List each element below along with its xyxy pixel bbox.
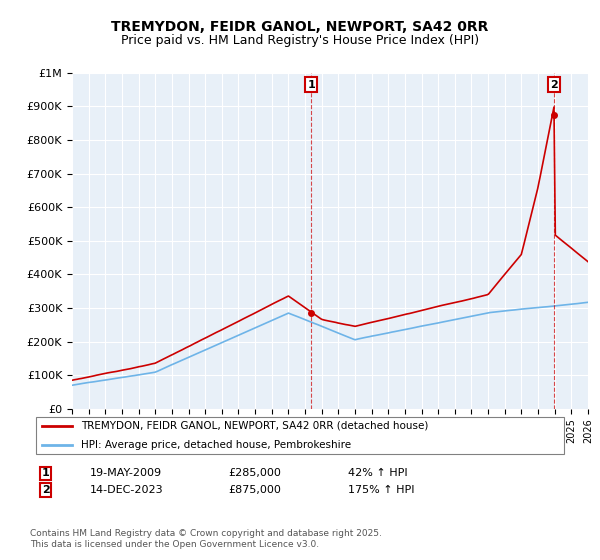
Text: Price paid vs. HM Land Registry's House Price Index (HPI): Price paid vs. HM Land Registry's House … bbox=[121, 34, 479, 46]
Text: TREMYDON, FEIDR GANOL, NEWPORT, SA42 0RR: TREMYDON, FEIDR GANOL, NEWPORT, SA42 0RR bbox=[112, 20, 488, 34]
Text: 1: 1 bbox=[42, 468, 50, 478]
Text: 1: 1 bbox=[307, 80, 315, 90]
Text: 42% ↑ HPI: 42% ↑ HPI bbox=[348, 468, 407, 478]
Text: TREMYDON, FEIDR GANOL, NEWPORT, SA42 0RR (detached house): TREMYDON, FEIDR GANOL, NEWPORT, SA42 0RR… bbox=[81, 421, 428, 431]
Text: £285,000: £285,000 bbox=[228, 468, 281, 478]
Text: 175% ↑ HPI: 175% ↑ HPI bbox=[348, 485, 415, 495]
Text: 19-MAY-2009: 19-MAY-2009 bbox=[90, 468, 162, 478]
Text: 2: 2 bbox=[42, 485, 50, 495]
Text: Contains HM Land Registry data © Crown copyright and database right 2025.
This d: Contains HM Land Registry data © Crown c… bbox=[30, 529, 382, 549]
Text: HPI: Average price, detached house, Pembrokeshire: HPI: Average price, detached house, Pemb… bbox=[81, 440, 351, 450]
Text: 14-DEC-2023: 14-DEC-2023 bbox=[90, 485, 164, 495]
Text: £875,000: £875,000 bbox=[228, 485, 281, 495]
Text: 2: 2 bbox=[550, 80, 558, 90]
